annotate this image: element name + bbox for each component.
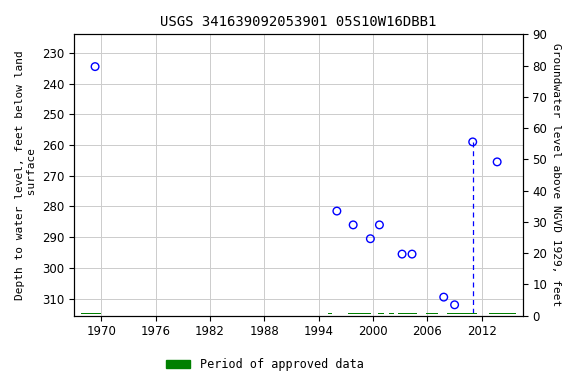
Title: USGS 341639092053901 05S10W16DBB1: USGS 341639092053901 05S10W16DBB1 (160, 15, 437, 29)
Y-axis label: Depth to water level, feet below land
 surface: Depth to water level, feet below land su… (15, 50, 37, 300)
Bar (328, 313, 332, 314)
Point (407, 251, 416, 257)
Point (492, 159, 502, 165)
Legend: Period of approved data: Period of approved data (162, 354, 368, 376)
Point (468, 139, 478, 145)
Point (397, 251, 407, 257)
Point (332, 208, 342, 214)
Point (450, 302, 459, 308)
Point (439, 294, 448, 300)
Bar (348, 313, 372, 314)
Point (375, 222, 384, 228)
Y-axis label: Groundwater level above NGVD 1929, feet: Groundwater level above NGVD 1929, feet (551, 43, 561, 306)
Point (90, 63, 100, 70)
Bar (389, 313, 394, 314)
Bar (399, 313, 416, 314)
Bar (448, 313, 478, 314)
Bar (489, 313, 516, 314)
Point (348, 222, 358, 228)
Bar (81, 313, 101, 314)
Bar (426, 313, 438, 314)
Bar (378, 313, 384, 314)
Point (366, 236, 375, 242)
